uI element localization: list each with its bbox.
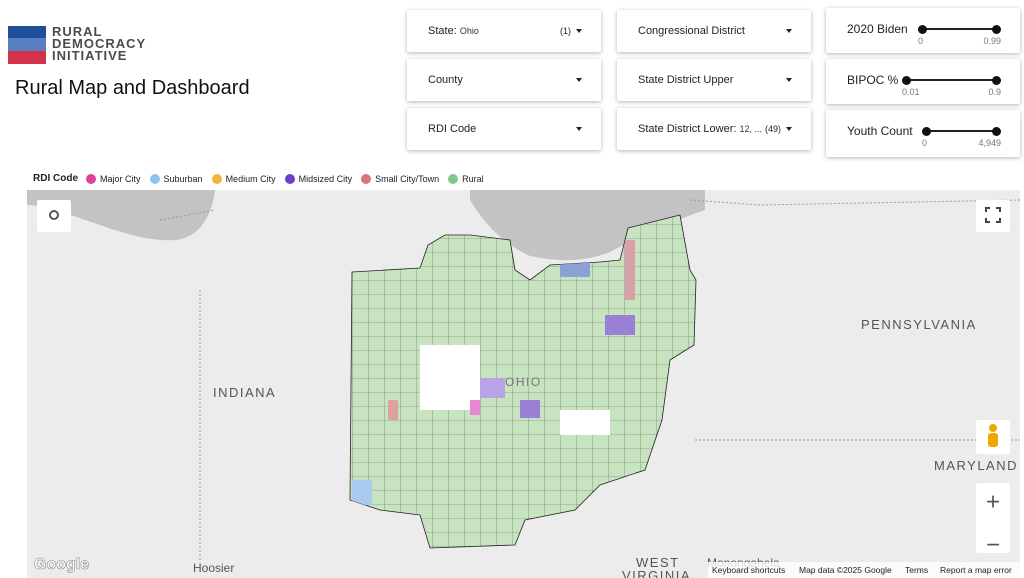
google-logo: Google xyxy=(34,556,89,573)
slider-min: 0 xyxy=(918,36,924,46)
page-title: Rural Map and Dashboard xyxy=(15,77,250,99)
legend-swatch xyxy=(149,173,160,184)
range-slider[interactable]: Youth Count 0 4,949 xyxy=(826,110,1020,157)
filter-label-text: State District Lower: xyxy=(638,123,737,135)
filter-value: 12, ... xyxy=(739,124,762,134)
legend-item: Suburban xyxy=(149,173,203,184)
legend-label: Suburban xyxy=(163,173,203,184)
filter-label-text: Congressional District xyxy=(638,25,745,37)
filter-value: Ohio xyxy=(459,26,479,36)
range-slider[interactable]: BIPOC % 0.01 0.9 xyxy=(826,59,1020,104)
slider-min: 0 xyxy=(922,138,928,148)
slider-handle xyxy=(992,25,1001,34)
map-label: OHIO xyxy=(505,375,542,389)
logo-line: RURAL xyxy=(52,24,103,39)
filter-label: RDI Code xyxy=(428,123,476,135)
filter-label: State District Upper xyxy=(638,74,733,86)
slider-label: Youth Count xyxy=(847,124,913,138)
zoom-button[interactable]: + xyxy=(986,488,1000,515)
slider-max: 4,949 xyxy=(978,138,1001,148)
legend-item: Midsized City xyxy=(284,173,353,184)
legend-label: Small City/Town xyxy=(375,173,440,184)
slider-track xyxy=(926,130,996,132)
dropdown-arrow xyxy=(576,29,582,33)
slider-label: BIPOC % xyxy=(847,73,899,87)
legend-item: Rural xyxy=(448,173,484,184)
map[interactable]: INDIANA PENNSYLVANIA MARYLAND OHIO WESTVIRGI… xyxy=(27,190,1020,578)
legend-label: Midsized City xyxy=(298,173,353,184)
dropdown-arrow xyxy=(786,29,792,33)
attribution-link[interactable]: Keyboard shortcuts xyxy=(712,565,785,575)
dropdown-arrow xyxy=(576,78,582,82)
filter-label-text: RDI Code xyxy=(428,123,477,135)
attribution-link[interactable]: Map data ©2025 Google xyxy=(799,565,892,575)
filter-label: Congressional District xyxy=(638,25,745,37)
logo-icon xyxy=(8,26,46,64)
map-label: MARYLAND xyxy=(934,458,1018,473)
legend-swatch xyxy=(86,173,96,184)
logo-line: DEMOCRACY xyxy=(52,36,147,51)
range-slider[interactable]: 2020 Biden 0 0.99 xyxy=(826,8,1020,53)
attribution-bar xyxy=(708,562,1020,578)
legend-item: Major City xyxy=(86,173,141,184)
dropdown-arrow xyxy=(786,127,792,131)
slider-handle xyxy=(992,76,1001,85)
filter-label-text: County xyxy=(428,74,463,86)
legend-label: Major City xyxy=(100,173,141,184)
legend-swatch xyxy=(361,173,372,184)
slider-handle xyxy=(922,127,931,136)
logo-line: INITIATIVE xyxy=(52,48,128,63)
legend-swatch xyxy=(211,173,222,184)
map-label: INDIANA xyxy=(213,385,276,400)
filter-label-text: State: xyxy=(428,25,457,37)
filter-label-text: State District Upper xyxy=(638,74,734,86)
filter-count: (49) xyxy=(764,124,781,134)
slider-label: 2020 Biden xyxy=(847,22,908,36)
legend-label: Rural xyxy=(462,173,484,184)
filter-dropdown[interactable]: State District Lower: 12, ... (49) xyxy=(617,108,811,150)
filter-label: State District Lower: 12, ... xyxy=(638,123,762,135)
filter-dropdown[interactable]: State District Upper xyxy=(617,59,811,101)
dropdown-arrow xyxy=(576,127,582,131)
slider-max: 0.99 xyxy=(983,36,1001,46)
map-label: PENNSYLVANIA xyxy=(861,317,977,332)
slider-track xyxy=(906,79,996,81)
slider-handle xyxy=(902,76,911,85)
legend-label: Medium City xyxy=(225,173,276,184)
map-label: WEST xyxy=(636,555,680,570)
map-label: Hoosier xyxy=(193,561,234,575)
filter-label: State: Ohio xyxy=(428,25,479,37)
slider-min: 0.01 xyxy=(902,87,920,97)
filter-count: (1) xyxy=(560,26,571,36)
attribution-link[interactable]: Terms xyxy=(905,565,928,575)
legend-swatch xyxy=(284,173,295,184)
legend-item: Medium City xyxy=(211,173,276,184)
legend-item: Small City/Town xyxy=(361,173,440,184)
filter-dropdown[interactable]: RDI Code xyxy=(407,108,601,150)
slider-max: 0.9 xyxy=(988,87,1001,97)
legend: RDI Code Major City Suburban Medium City Mid… xyxy=(33,173,493,184)
filter-dropdown[interactable]: State: Ohio (1) xyxy=(407,10,601,52)
filter-dropdown[interactable]: County xyxy=(407,59,601,101)
filter-label: County xyxy=(428,74,463,86)
logo-text: RURAL DEMOCRACY INITIATIVE xyxy=(52,24,147,63)
map-label: VIRGINIA xyxy=(622,568,691,578)
dropdown-arrow xyxy=(786,78,792,82)
legend-swatch xyxy=(448,173,459,184)
filter-dropdown[interactable]: Congressional District xyxy=(617,10,811,52)
map-tracts xyxy=(352,240,635,505)
slider-track xyxy=(922,28,996,30)
slider-handle xyxy=(992,127,1001,136)
zoom-button[interactable]: − xyxy=(986,531,1000,558)
legend-title: RDI Code xyxy=(33,173,78,184)
slider-handle xyxy=(918,25,927,34)
attribution-link[interactable]: Report a map error xyxy=(940,565,1012,575)
